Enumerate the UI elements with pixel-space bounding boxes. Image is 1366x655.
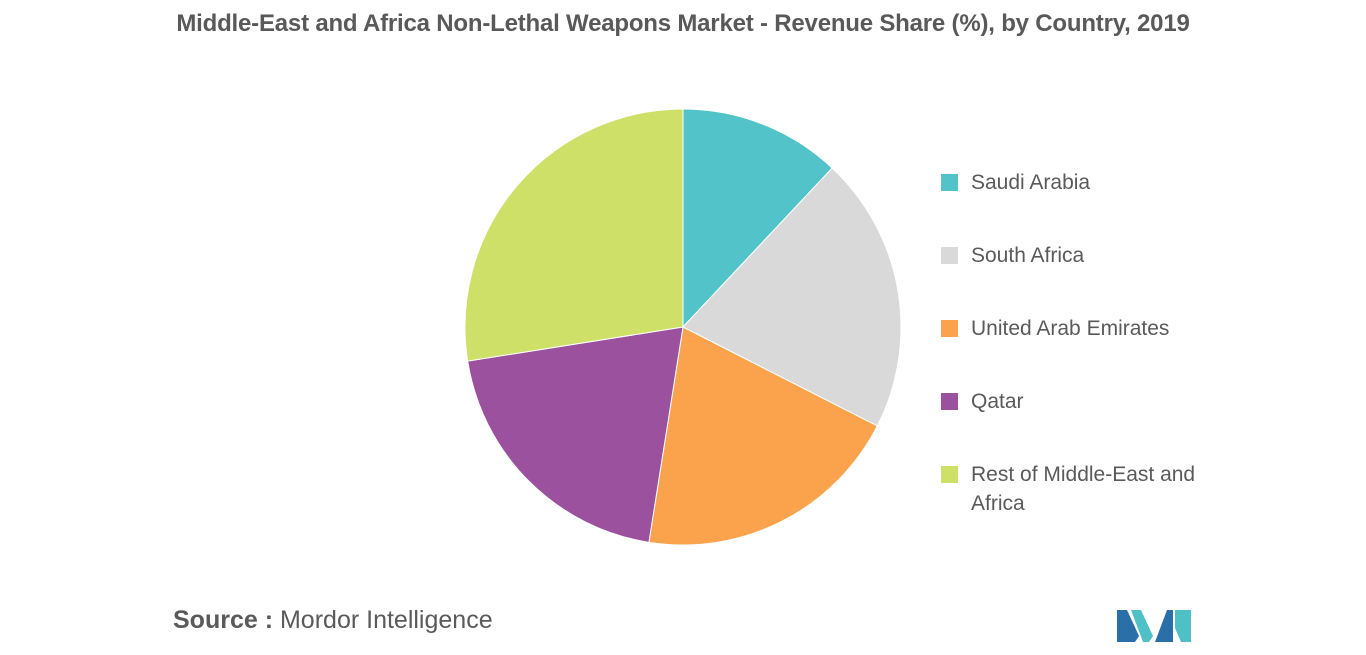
legend-label: United Arab Emirates <box>971 317 1170 340</box>
logo-shape-right-b <box>1175 610 1191 642</box>
legend-swatch <box>941 174 958 191</box>
legend-label: Qatar <box>971 390 1024 413</box>
pie-slice-south-africa <box>682 167 902 427</box>
logo-shape-mid <box>1131 610 1153 642</box>
legend-label: Saudi Arabia <box>971 171 1091 194</box>
source-note: Source : Mordor Intelligence <box>173 606 493 635</box>
pie-slice-qatar <box>467 326 684 543</box>
logo-shape-left <box>1117 610 1139 642</box>
legend-item-south-africa: South Africa <box>941 241 1241 270</box>
logo-shape-right-a <box>1155 610 1173 642</box>
pie-slices <box>464 108 902 546</box>
legend-label: South Africa <box>971 244 1085 267</box>
source-prefix: Source : <box>173 606 274 634</box>
legend-swatch <box>941 320 958 337</box>
legend-item-saudi-arabia: Saudi Arabia <box>941 168 1241 197</box>
legend-swatch <box>941 393 958 410</box>
legend-swatch <box>941 466 958 483</box>
source-text: Mordor Intelligence <box>279 606 493 634</box>
chart-title: Middle-East and Africa Non-Lethal Weapon… <box>176 10 1190 37</box>
legend-swatch <box>941 247 958 264</box>
legend-item-rest-of-middle-east-and-africa: Rest of Middle-East and Africa <box>941 460 1241 518</box>
legend-item-qatar: Qatar <box>941 387 1241 416</box>
pie-slice-rest-of-middle-east-and-africa <box>464 108 684 362</box>
legend-label: Rest of Middle-East and Africa <box>971 463 1196 515</box>
pie-slice-saudi-arabia <box>682 108 833 329</box>
pie-slice-united-arab-emirates <box>648 326 878 546</box>
mordor-intelligence-logo-icon <box>1117 610 1191 642</box>
legend-item-united-arab-emirates: United Arab Emirates <box>941 314 1241 343</box>
